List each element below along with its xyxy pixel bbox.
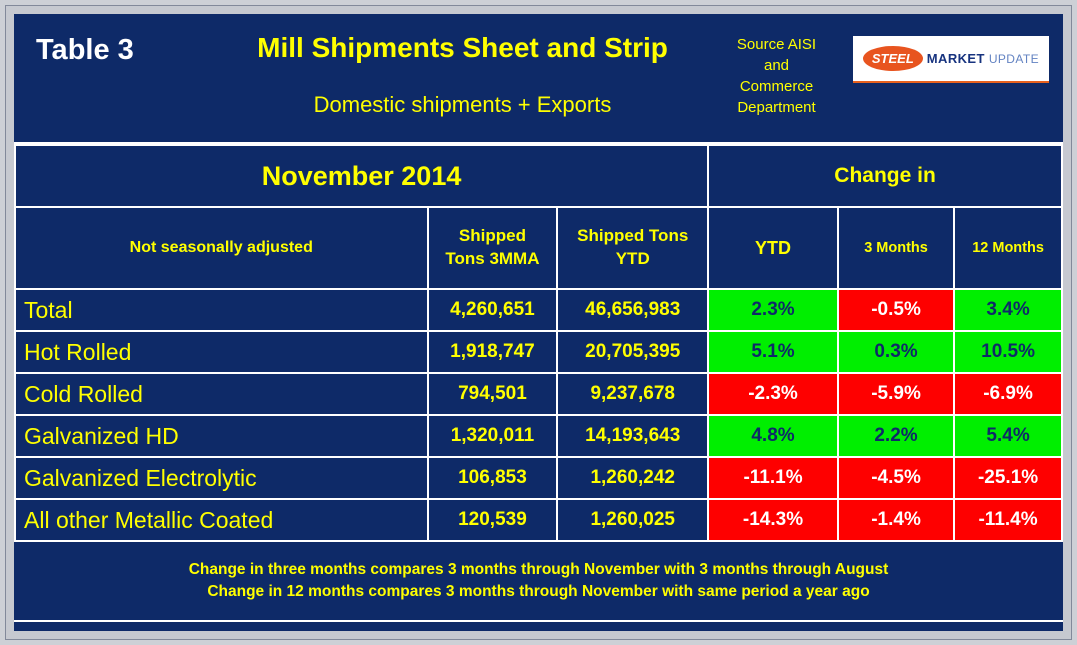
col-header-shipped-tons-3mma: Shipped Tons 3MMA [426,206,559,290]
tons-3mma-cell: 106,853 [426,456,559,500]
col-header-12-months: 12 Months [953,206,1063,290]
table-row-hot-rolled: Hot Rolled 1,918,747 20,705,395 5.1% 0.3… [14,330,1063,374]
logo-steel-badge: STEEL [862,46,923,71]
tons-3mma-cell: 120,539 [426,498,559,542]
change-3mo-cell: 2.2% [836,414,956,458]
change-ytd-cell: -14.3% [707,498,839,542]
row-label: Galvanized HD [14,414,429,458]
tons-3mma-cell: 794,501 [426,372,559,416]
footer-area: Change in three months compares 3 months… [14,542,1063,631]
change-ytd-cell: 4.8% [707,414,839,458]
logo-update-text: UPDATE [988,51,1039,66]
col-header-shipped-tons-ytd: Shipped Tons YTD [556,206,710,290]
footnote-3-months: Change in three months compares 3 months… [188,561,889,578]
group-header-row: November 2014 Change in [13,144,1063,208]
tons-ytd-cell: 1,260,242 [556,456,710,500]
table-frame: Table 3 Mill Shipments Sheet and Strip D… [5,5,1072,640]
table-row-galvanized-hd: Galvanized HD 1,320,011 14,193,643 4.8% … [14,414,1063,458]
change-12mo-cell: 3.4% [953,288,1063,332]
col-header-3-months: 3 Months [836,206,956,290]
footnotes: Change in three months compares 3 months… [14,542,1063,622]
title-block: Mill Shipments Sheet and Strip Domestic … [226,28,699,118]
change-3mo-cell: 0.3% [836,330,956,374]
change-12mo-cell: -6.9% [953,372,1063,416]
tons-3mma-cell: 1,320,011 [426,414,559,458]
period-header: November 2014 [13,144,710,208]
row-label: All other Metallic Coated [14,498,429,542]
tons-ytd-cell: 14,193,643 [556,414,710,458]
change-3mo-cell: -0.5% [836,288,956,332]
tons-3mma-cell: 1,918,747 [426,330,559,374]
tons-ytd-cell: 20,705,395 [556,330,710,374]
table-row-total: Total 4,260,651 46,656,983 2.3% -0.5% 3.… [14,288,1063,332]
change-12mo-cell: 10.5% [953,330,1063,374]
change-3mo-cell: -5.9% [836,372,956,416]
smu-logo: STEEL MARKET UPDATE [852,36,1049,83]
title-band: Table 3 Mill Shipments Sheet and Strip D… [14,14,1063,144]
table-number-label: Table 3 [36,34,134,66]
col-header-not-seasonally-adjusted: Not seasonally adjusted [14,206,429,290]
column-header-row: Not seasonally adjusted Shipped Tons 3MM… [14,206,1063,290]
tons-ytd-cell: 9,237,678 [556,372,710,416]
change-12mo-cell: -11.4% [953,498,1063,542]
table-row-cold-rolled: Cold Rolled 794,501 9,237,678 -2.3% -5.9… [14,372,1063,416]
page-title: Mill Shipments Sheet and Strip [257,32,668,63]
change-ytd-cell: 5.1% [707,330,839,374]
change-ytd-cell: -2.3% [707,372,839,416]
tons-ytd-cell: 1,260,025 [556,498,710,542]
change-in-header: Change in [707,144,1063,208]
row-label: Hot Rolled [14,330,429,374]
table-panel: Table 3 Mill Shipments Sheet and Strip D… [13,14,1063,631]
source-note: Source AISI and Commerce Department [736,36,817,116]
change-12mo-cell: -25.1% [953,456,1063,500]
shipments-table: November 2014 Change in Not seasonally a… [13,144,1063,542]
change-ytd-cell: -11.1% [707,456,839,500]
table-row-all-other-metallic-coated: All other Metallic Coated 120,539 1,260,… [14,498,1063,542]
table-row-galvanized-electrolytic: Galvanized Electrolytic 106,853 1,260,24… [14,456,1063,500]
row-label: Galvanized Electrolytic [14,456,429,500]
change-3mo-cell: -1.4% [836,498,956,542]
change-3mo-cell: -4.5% [836,456,956,500]
row-label: Cold Rolled [14,372,429,416]
change-ytd-cell: 2.3% [707,288,839,332]
tons-ytd-cell: 46,656,983 [556,288,710,332]
col-header-ytd: YTD [707,206,839,290]
change-12mo-cell: 5.4% [953,414,1063,458]
bottom-strip [14,622,1063,631]
subtitle: Domestic shipments + Exports [313,92,612,117]
footnote-12-months: Change in 12 months compares 3 months th… [207,583,870,600]
row-label: Total [14,288,429,332]
logo-market-text: MARKET [926,51,985,66]
tons-3mma-cell: 4,260,651 [426,288,559,332]
